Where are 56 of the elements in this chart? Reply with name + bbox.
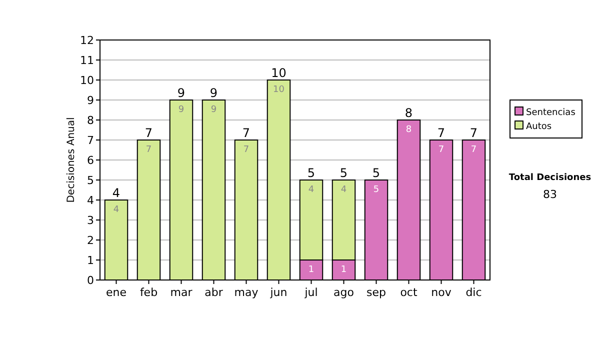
y-tick-label: 5 <box>87 174 94 187</box>
total-label: 7 <box>242 126 250 140</box>
x-tick-label: dic <box>466 286 482 299</box>
x-tick-label: abr <box>204 286 224 299</box>
y-tick-label: 1 <box>87 254 94 267</box>
y-tick-label: 7 <box>87 134 94 147</box>
total-label: 7 <box>470 126 478 140</box>
data-label: 9 <box>178 105 184 115</box>
total-label: 9 <box>210 86 218 100</box>
text: 83 <box>543 188 557 201</box>
data-label: 4 <box>308 185 314 195</box>
x-tick-label: jun <box>269 286 288 299</box>
data-label: 1 <box>340 265 347 275</box>
legend-label: Sentencias <box>526 108 576 118</box>
y-tick-label: 10 <box>80 74 94 87</box>
x-tick-label: mar <box>170 286 193 299</box>
y-tick-label: 0 <box>87 274 94 287</box>
data-label: 8 <box>406 125 412 135</box>
x-tick-label: ago <box>334 286 354 299</box>
data-label: 4 <box>113 205 120 215</box>
y-tick-label: 8 <box>87 114 94 127</box>
data-label: 10 <box>273 85 285 95</box>
total-label: 4 <box>112 186 120 200</box>
data-label: 7 <box>146 145 152 155</box>
y-axis-title: Decisiones Anual <box>66 117 77 203</box>
data-label: 1 <box>308 265 314 275</box>
total-label: 9 <box>177 86 186 100</box>
total-label: 7 <box>437 126 446 140</box>
y-tick-label: 4 <box>87 194 94 207</box>
y-tick-label: 12 <box>80 34 94 47</box>
total-label: 5 <box>340 166 348 180</box>
total-label: 10 <box>271 66 286 80</box>
data-label: 7 <box>470 145 477 155</box>
data-label: 7 <box>243 145 250 155</box>
data-label: 9 <box>210 105 217 115</box>
x-tick-label: ene <box>106 286 127 299</box>
text: Total Decisiones <box>508 173 592 183</box>
legend-label: Autos <box>526 122 552 132</box>
x-tick-label: oct <box>400 286 418 299</box>
x-tick-label: sep <box>366 286 386 299</box>
x-tick-label: nov <box>431 286 452 299</box>
y-tick-label: 2 <box>87 234 94 247</box>
x-tick-label: may <box>234 286 259 299</box>
y-tick-label: 9 <box>87 94 94 107</box>
x-tick-label: jul <box>304 286 318 299</box>
x-tick-label: feb <box>140 286 158 299</box>
data-label: 5 <box>373 185 380 195</box>
total-label: 5 <box>372 166 380 180</box>
total-label: 8 <box>404 106 413 120</box>
data-label: 7 <box>438 145 444 155</box>
total-label: 5 <box>307 166 316 180</box>
data-label: 4 <box>340 185 347 195</box>
total-label: 7 <box>144 126 153 140</box>
y-tick-label: 3 <box>87 214 94 227</box>
y-tick-label: 11 <box>80 54 94 67</box>
y-tick-label: 6 <box>87 154 94 167</box>
